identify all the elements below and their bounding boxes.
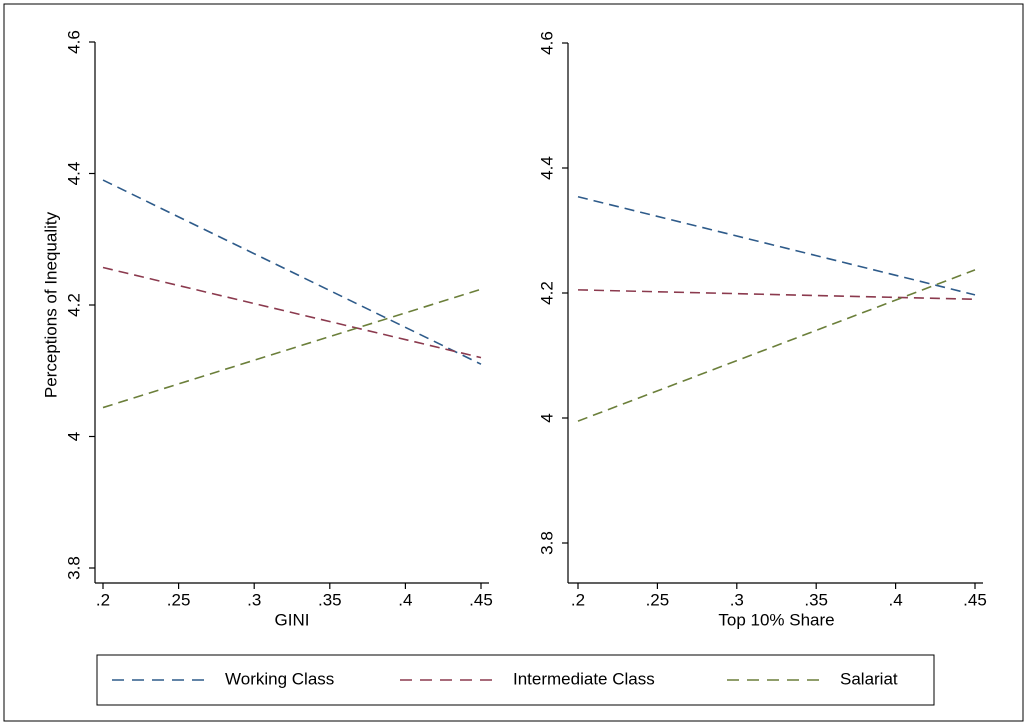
y-tick-label: 4 <box>64 432 83 441</box>
x-tick-label: .35 <box>318 590 342 609</box>
y-tick-label: 3.8 <box>64 556 83 580</box>
y-tick-label: 4.4 <box>64 162 83 186</box>
x-tick-label: .35 <box>804 590 828 609</box>
x-tick-label: .4 <box>889 590 903 609</box>
y-tick-label: 4.4 <box>537 156 556 180</box>
y-axis-label: Perceptions of Inequality <box>41 211 60 398</box>
y-tick-label: 3.8 <box>537 531 556 555</box>
x-tick-label: .25 <box>646 590 670 609</box>
series-line <box>577 269 976 422</box>
legend-label: Salariat <box>840 669 898 688</box>
series-line <box>102 288 482 409</box>
series-line <box>102 179 482 365</box>
x-tick-label: .2 <box>571 590 585 609</box>
y-tick-label: 4.6 <box>64 30 83 54</box>
x-tick-label: .45 <box>469 590 493 609</box>
legend-label: Working Class <box>225 669 334 688</box>
x-tick-label: .4 <box>398 590 412 609</box>
x-tick-label: .45 <box>963 590 987 609</box>
x-tick-label: .2 <box>96 590 110 609</box>
series-line <box>577 195 976 296</box>
x-axis-label: GINI <box>275 610 310 629</box>
y-tick-label: 4 <box>537 413 556 422</box>
x-tick-label: .3 <box>247 590 261 609</box>
frame <box>3 3 1024 722</box>
y-tick-label: 4.6 <box>537 31 556 55</box>
x-axis-label: Top 10% Share <box>718 610 834 629</box>
x-tick-label: .25 <box>167 590 191 609</box>
y-tick-label: 4.2 <box>537 281 556 305</box>
series-line <box>577 289 976 301</box>
series-line <box>102 266 482 359</box>
y-tick-label: 4.2 <box>64 293 83 317</box>
x-tick-label: .3 <box>730 590 744 609</box>
legend-label: Intermediate Class <box>513 669 655 688</box>
